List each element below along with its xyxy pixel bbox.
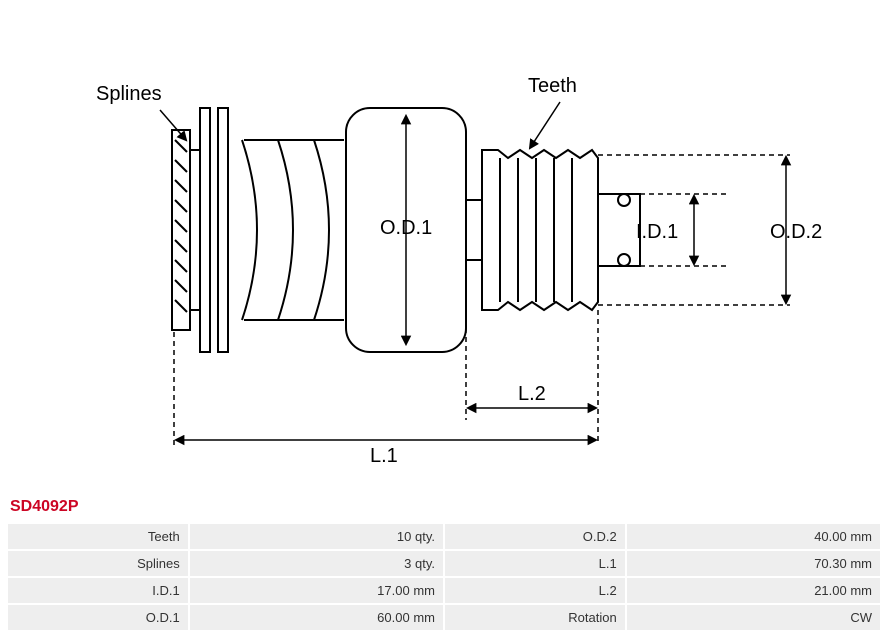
spec-label: L.2: [445, 578, 625, 603]
spec-label: L.1: [445, 551, 625, 576]
label-teeth: Teeth: [528, 75, 577, 97]
spec-label: Rotation: [445, 605, 625, 630]
spec-value: 10 qty.: [190, 524, 443, 549]
spec-value: CW: [627, 605, 880, 630]
label-od1: O.D.1: [380, 217, 432, 239]
spec-value: 70.30 mm: [627, 551, 880, 576]
spec-label: O.D.2: [445, 524, 625, 549]
spec-label: Splines: [8, 551, 188, 576]
spec-label: O.D.1: [8, 605, 188, 630]
spec-value: 40.00 mm: [627, 524, 880, 549]
label-od2: O.D.2: [770, 221, 822, 243]
spec-value: 17.00 mm: [190, 578, 443, 603]
spec-value: 60.00 mm: [190, 605, 443, 630]
label-l2: L.2: [518, 383, 546, 405]
spec-table: Teeth 10 qty. O.D.2 40.00 mm Splines 3 q…: [6, 522, 882, 632]
part-number: SD4092P: [10, 498, 79, 516]
label-l1: L.1: [370, 445, 398, 467]
spec-label: I.D.1: [8, 578, 188, 603]
spec-value: 21.00 mm: [627, 578, 880, 603]
technical-diagram: Splines Teeth O.D.1 I.D.1 O.D.2 L.2 L.1: [0, 0, 889, 490]
label-id1: I.D.1: [636, 221, 678, 243]
spec-value: 3 qty.: [190, 551, 443, 576]
label-splines: Splines: [96, 83, 162, 105]
spec-label: Teeth: [8, 524, 188, 549]
